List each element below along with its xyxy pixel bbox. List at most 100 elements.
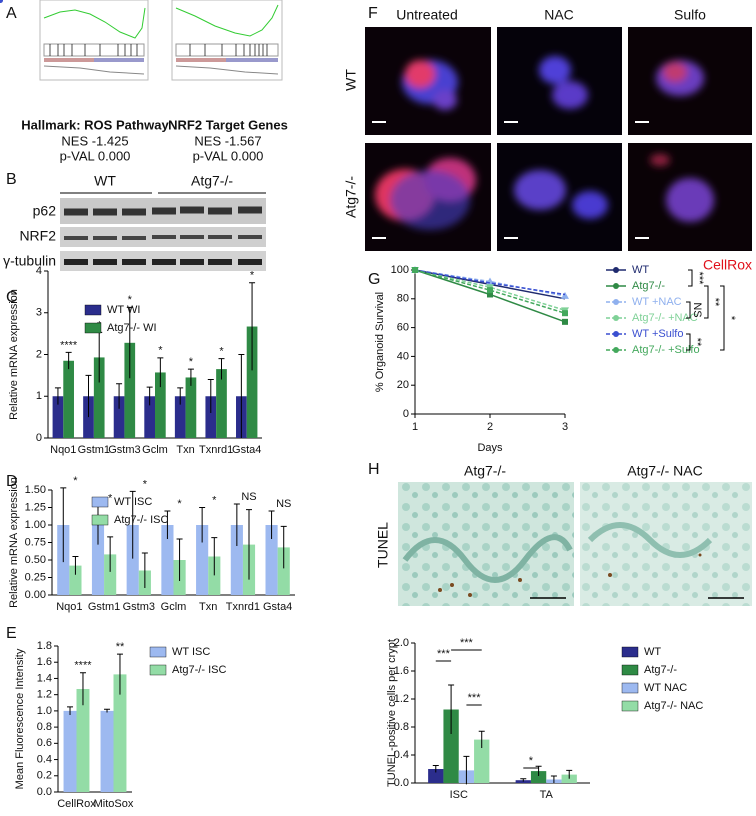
error-bar: [187, 368, 194, 386]
y-tick-label: 1.6: [37, 656, 52, 668]
error-bar: [550, 775, 557, 783]
y-tick-label: 60: [397, 322, 409, 334]
bar: [277, 547, 290, 595]
legend-label: WT WI: [107, 304, 140, 316]
panel-label: E: [6, 625, 17, 642]
y-tick-label: 1.00: [25, 519, 46, 531]
significance-bracket: [688, 269, 693, 287]
x-tick-label: Gstm1: [78, 444, 110, 456]
line: [414, 269, 566, 296]
x-tick-label: 2: [487, 421, 493, 433]
y-tick-label: 100: [391, 264, 409, 276]
significance: *: [529, 755, 534, 767]
y-axis-title: % Organoid Survival: [374, 292, 386, 392]
error-bar: [126, 306, 133, 379]
significance: ****: [74, 660, 92, 672]
bar: [530, 771, 547, 783]
blot-group: WT: [94, 173, 116, 189]
bar: [185, 377, 197, 438]
error-bar: [249, 282, 256, 371]
y-tick-label: 20: [397, 379, 409, 391]
gsea-pval: p-VAL 0.000: [193, 148, 264, 163]
bar: [246, 326, 258, 438]
error-bar: [218, 358, 225, 380]
significance-bracket: [704, 285, 709, 319]
gsea-title: Hallmark: ROS Pathway: [21, 117, 169, 132]
significance: *: [158, 345, 163, 357]
bar: [208, 556, 221, 595]
column-header: Sulfo: [674, 7, 706, 23]
bar: [265, 525, 278, 595]
blot-row: NRF2: [19, 228, 56, 244]
error-bar: [107, 536, 114, 572]
error-bar: [207, 379, 214, 413]
significance: **: [691, 338, 703, 347]
y-axis-title: Mean Fluorescence Intensity: [14, 648, 26, 789]
y-tick-label: 0: [403, 408, 409, 420]
blot-row: p62: [33, 203, 57, 219]
y-tick-label: 0.75: [25, 536, 46, 548]
y-tick-label: 0.6: [37, 737, 52, 749]
panel-label: C: [6, 289, 18, 306]
y-axis-title: TUNEL-positive cells per crypt: [386, 639, 398, 787]
error-bar: [85, 374, 92, 418]
bar: [63, 360, 74, 438]
error-bar: [177, 387, 184, 405]
legend-swatch: [621, 682, 639, 694]
point: [487, 291, 493, 298]
bar: [230, 525, 243, 595]
error-bar: [246, 509, 253, 580]
stain-label: CellRox: [703, 257, 752, 273]
bar: [216, 369, 227, 438]
error-bar: [116, 383, 123, 409]
y-tick-label: 0.4: [394, 749, 409, 761]
error-bar: [65, 351, 72, 370]
column-header: Untreated: [396, 7, 457, 23]
x-tick-label: Gclm: [161, 601, 187, 613]
legend-swatch: [84, 304, 102, 316]
bar: [474, 739, 490, 783]
bar: [196, 525, 209, 595]
point: [412, 267, 418, 273]
y-tick-label: 3: [36, 307, 42, 319]
legend-label: WT: [632, 264, 649, 276]
panel-label: H: [368, 461, 380, 478]
bar: [428, 769, 444, 783]
legend-label: WT ISC: [114, 496, 152, 508]
legend-label: WT NAC: [644, 682, 687, 694]
legend-swatch: [621, 646, 639, 658]
bar: [205, 396, 217, 438]
significance: *: [725, 316, 737, 321]
error-bar: [72, 556, 79, 575]
error-bar: [566, 769, 573, 779]
error-bar: [129, 490, 136, 559]
error-bar: [199, 507, 206, 543]
bar: [174, 396, 186, 438]
y-axis-title: Relative mRNA expression: [8, 477, 20, 608]
legend-marker: [613, 283, 619, 289]
x-tick-label: Gstm3: [108, 444, 140, 456]
gsea-plot: [39, 0, 149, 81]
point: [0, 0, 3, 3]
row-header: WT: [343, 69, 359, 91]
x-tick-label: Txnrd1: [226, 601, 260, 613]
y-tick-label: 0.0: [394, 777, 409, 789]
legend-swatch: [84, 322, 102, 334]
significance: *: [189, 356, 194, 368]
y-tick-label: 1.4: [37, 672, 52, 684]
legend-label: Atg7-/-: [644, 664, 677, 676]
error-bar: [238, 354, 245, 438]
significance: **: [709, 298, 721, 307]
bar: [91, 525, 105, 595]
significance: ***: [460, 637, 474, 649]
error-bar: [535, 765, 542, 776]
significance: ***: [437, 648, 451, 660]
legend-label: WT +Sulfo: [632, 328, 683, 340]
line: [414, 269, 566, 312]
x-tick-label: Txn: [199, 601, 217, 613]
legend-marker: [613, 299, 619, 305]
significance-bracket: [686, 333, 691, 351]
x-tick-label: MitoSox: [94, 798, 134, 810]
y-tick-label: 1: [36, 390, 42, 402]
